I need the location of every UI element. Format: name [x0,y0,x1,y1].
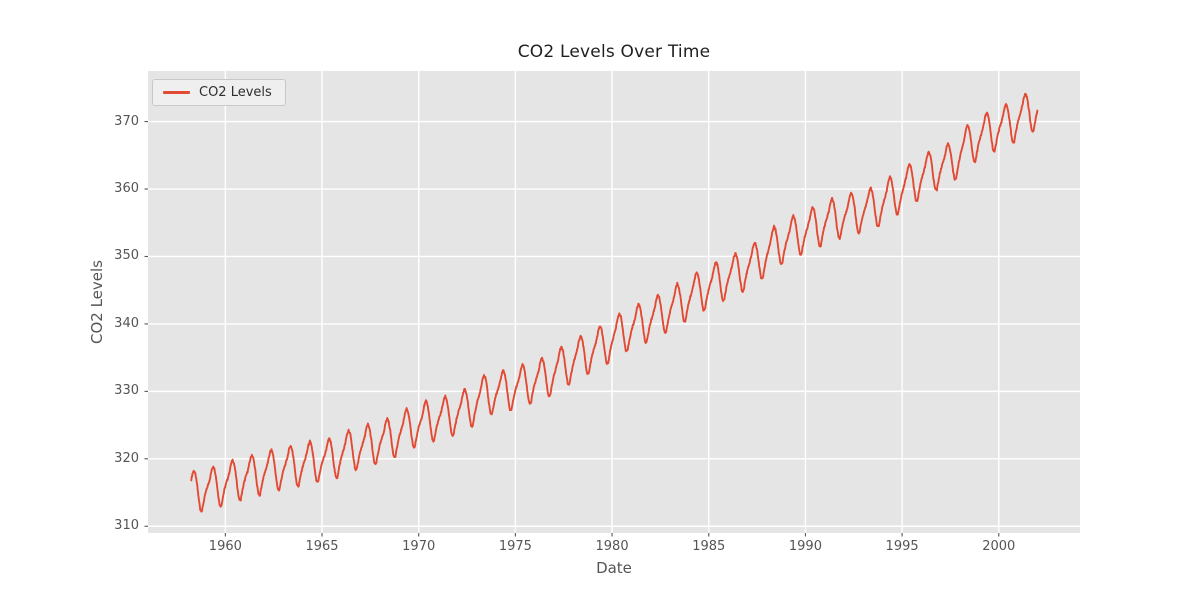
chart-title: CO2 Levels Over Time [517,42,711,62]
x-tick-label: 1965 [305,539,339,554]
y-tick-label: 370 [114,113,139,129]
x-tick-label: 1995 [885,539,919,554]
legend-label: CO2 Levels [199,85,272,100]
y-tick-label: 310 [114,518,139,534]
y-tick-label: 330 [114,383,139,399]
x-tick-label: 1975 [498,539,532,554]
y-tick-label: 340 [114,315,139,331]
legend: CO2 Levels [152,79,286,106]
x-tick-label: 2000 [982,539,1016,554]
y-tick-label: 350 [114,248,139,264]
x-tick-label: 1960 [208,539,242,554]
x-tick-label: 1985 [692,539,726,554]
x-tick-label: 1990 [788,539,822,554]
y-tick-label: 360 [114,181,139,197]
x-tick-label: 1970 [402,539,436,554]
x-axis-label: Date [596,559,632,577]
legend-line-swatch [163,91,190,94]
x-tick-label: 1980 [595,539,629,554]
plot-area [148,71,1080,533]
co2-line-path [190,92,1039,513]
y-tick-label: 320 [114,450,139,466]
